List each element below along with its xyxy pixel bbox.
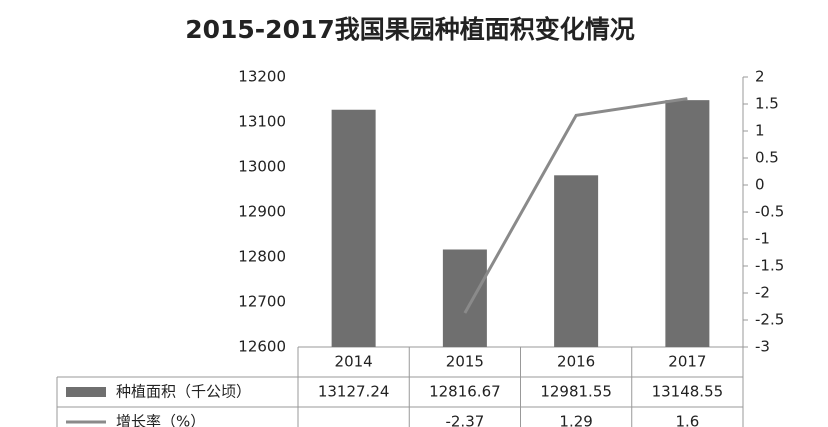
x-tick-label: 2016 — [557, 353, 595, 371]
x-tick-label: 2017 — [668, 353, 706, 371]
y2-tick-label: -0.5 — [755, 203, 784, 221]
y2-tick-label: -2 — [755, 284, 770, 302]
x-tick-label: 2014 — [335, 353, 373, 371]
line — [463, 97, 688, 314]
y2-tick-label: 1.5 — [755, 95, 779, 113]
y-tick-label: 12900 — [238, 203, 286, 221]
y2-tick-label: -1.5 — [755, 257, 784, 275]
y2-tick-label: -2.5 — [755, 311, 784, 329]
y-tick-label: 13200 — [238, 68, 286, 86]
legend-swatch — [66, 387, 106, 397]
y2-tick-label: -3 — [755, 338, 770, 356]
y-tick-label: 12800 — [238, 248, 286, 266]
table-value: 1.6 — [675, 413, 699, 427]
y-tick-label: 13100 — [238, 113, 286, 131]
table-value: 13127.24 — [318, 383, 390, 401]
bar — [665, 100, 710, 347]
y2-tick-label: 0.5 — [755, 149, 779, 167]
y2-tick-label: 1 — [755, 122, 765, 140]
chart-title: 2015-2017我国果园种植面积变化情况 — [185, 15, 635, 44]
table-value: 13148.55 — [652, 383, 724, 401]
y-tick-label: 12600 — [238, 338, 286, 356]
table-value: 1.29 — [559, 413, 592, 427]
legend-label: 增长率（%） — [116, 413, 205, 427]
bar — [554, 175, 599, 347]
bar — [442, 249, 487, 347]
y2-tick-label: 2 — [755, 68, 765, 86]
bar — [331, 109, 376, 347]
y2-tick-label: 0 — [755, 176, 765, 194]
y-tick-label: 13000 — [238, 158, 286, 176]
x-tick-label: 2015 — [446, 353, 484, 371]
y-tick-label: 12700 — [238, 293, 286, 311]
table-value: 12981.55 — [540, 383, 612, 401]
legend-label: 种植面积（千公顷） — [116, 383, 251, 401]
table-value: -2.37 — [445, 413, 484, 427]
table-value: 12816.67 — [429, 383, 501, 401]
y2-tick-label: -1 — [755, 230, 770, 248]
